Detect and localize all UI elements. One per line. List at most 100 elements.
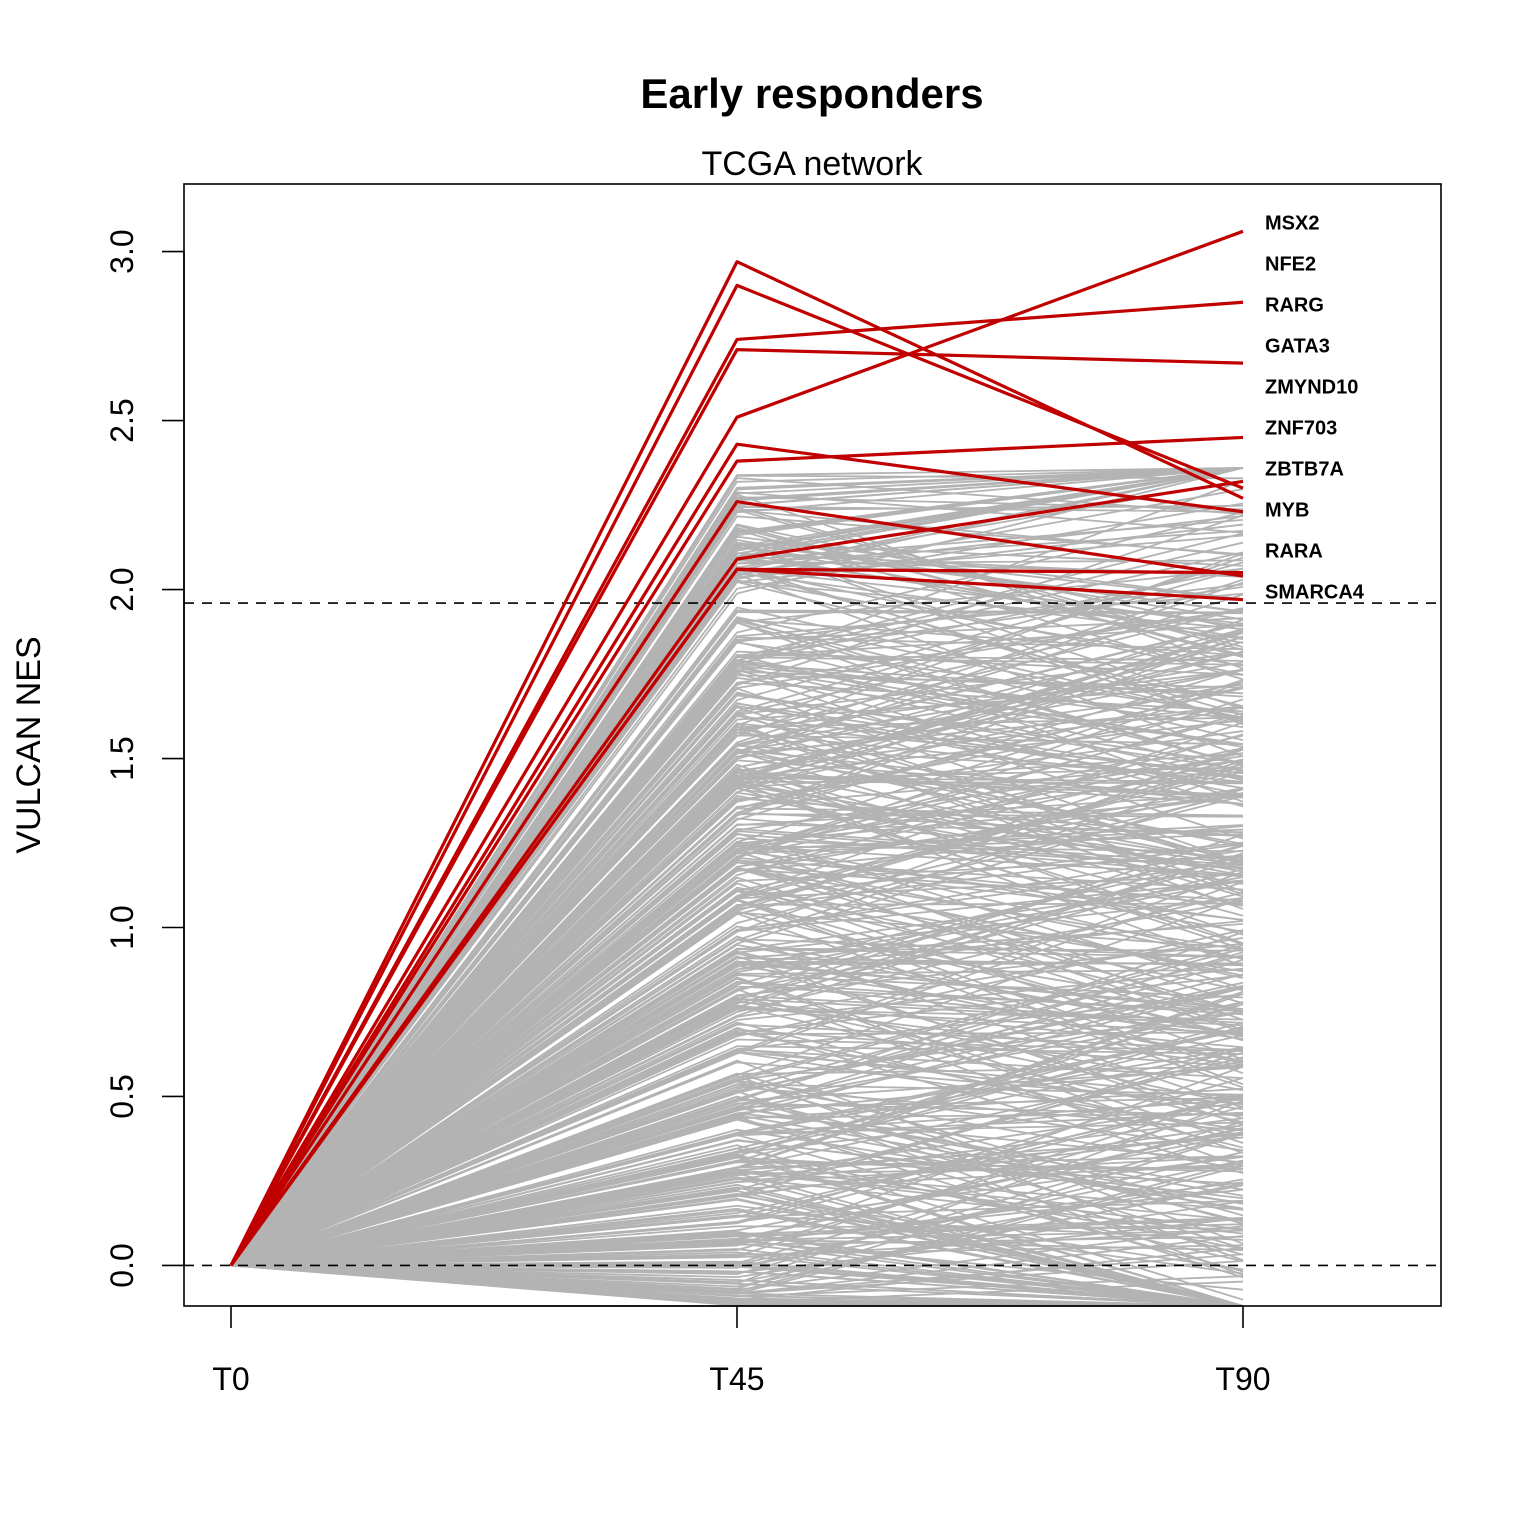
background-line	[230, 722, 1244, 1267]
background-line	[230, 938, 1244, 1267]
background-line	[230, 747, 1244, 1267]
background-line	[230, 1171, 1244, 1267]
background-line	[230, 670, 1244, 1267]
background-line	[230, 1133, 1244, 1267]
background-line	[230, 794, 1244, 1267]
highlight-line	[229, 442, 1244, 1267]
background-line	[230, 981, 1244, 1267]
background-line	[230, 466, 1244, 1266]
x-tick-label: T0	[212, 1361, 249, 1397]
background-line	[230, 502, 1244, 1266]
background-line	[230, 843, 1244, 1267]
highlight-line	[229, 283, 1244, 1267]
background-line	[230, 1128, 1244, 1267]
chart-subtitle: TCGA network	[701, 145, 923, 183]
background-line	[230, 1177, 1244, 1306]
background-line	[230, 1217, 1244, 1274]
gene-label: RARG	[1265, 294, 1324, 316]
background-line	[230, 1155, 1244, 1267]
background-line	[230, 925, 1244, 1267]
background-line	[230, 837, 1244, 1267]
background-line	[230, 900, 1244, 1267]
highlight-line	[229, 300, 1244, 1267]
background-line	[230, 1264, 1244, 1304]
background-line	[230, 1218, 1244, 1267]
y-tick-label: 0.0	[104, 1243, 140, 1287]
background-line	[230, 1214, 1244, 1267]
background-line	[230, 958, 1244, 1267]
background-line	[230, 706, 1244, 1267]
y-tick-label: 1.0	[104, 905, 140, 949]
x-tick-label: T90	[1215, 1361, 1270, 1397]
background-line	[230, 929, 1244, 1267]
background-line	[230, 1239, 1244, 1291]
background-line	[230, 628, 1244, 1267]
background-line	[230, 947, 1244, 1267]
background-line	[230, 1120, 1244, 1267]
background-line	[230, 669, 1244, 1267]
background-line	[230, 1161, 1244, 1293]
gene-label: GATA3	[1265, 335, 1330, 357]
background-line	[230, 744, 1244, 1267]
background-line	[230, 733, 1244, 1267]
background-line	[230, 1264, 1244, 1306]
background-line	[230, 950, 1244, 1267]
highlight-line	[229, 500, 1244, 1267]
background-line	[230, 1111, 1244, 1267]
background-line	[230, 606, 1244, 1266]
gene-label: ZBTB7A	[1265, 458, 1344, 480]
background-line	[230, 1095, 1244, 1267]
background-line	[230, 543, 1244, 1266]
background-line	[230, 607, 1244, 1267]
background-line	[230, 886, 1244, 1267]
background-line	[230, 981, 1244, 1267]
background-line	[230, 811, 1244, 1267]
background-line	[230, 920, 1244, 1267]
x-axis: T0 T45 T90	[212, 1305, 1271, 1397]
y-axis: 0.0 0.5 1.0 1.5 2.0 2.5 3.0	[104, 229, 185, 1288]
background-line	[230, 856, 1244, 1267]
background-line	[230, 1184, 1244, 1284]
reference-lines	[184, 602, 1441, 1267]
background-line	[230, 1064, 1244, 1267]
y-tick-label: 3.0	[104, 229, 140, 273]
background-line	[230, 491, 1244, 1266]
background-line	[230, 532, 1244, 1267]
background-line	[230, 763, 1244, 1267]
gene-label: ZNF703	[1265, 417, 1337, 439]
background-line	[230, 1065, 1244, 1267]
background-line	[230, 692, 1244, 1267]
y-tick-label: 2.5	[104, 398, 140, 442]
background-line	[230, 1192, 1244, 1306]
background-line	[230, 1144, 1244, 1301]
x-tick-label: T45	[709, 1361, 764, 1397]
highlight-line	[229, 229, 1244, 1267]
highlight-line	[229, 435, 1244, 1267]
background-line	[230, 817, 1244, 1267]
background-line	[230, 1011, 1244, 1267]
gene-label: MSX2	[1265, 212, 1319, 234]
y-tick-label: 0.5	[104, 1074, 140, 1118]
background-line	[230, 1151, 1244, 1269]
background-line	[230, 1133, 1244, 1267]
gene-labels: MSX2 NFE2 RARG GATA3 ZMYND10 ZNF703 ZBTB7A MYB R…	[1265, 212, 1365, 603]
background-line	[230, 1083, 1244, 1267]
background-line	[230, 841, 1244, 1267]
background-line	[230, 535, 1244, 1266]
gene-label: RARA	[1265, 540, 1323, 562]
background-line	[230, 687, 1244, 1267]
background-line	[230, 977, 1244, 1267]
background-line	[230, 1198, 1244, 1306]
background-line	[230, 852, 1244, 1267]
y-axis-label: VULCAN NES	[10, 636, 48, 853]
background-line	[230, 581, 1244, 1267]
background-line	[230, 1061, 1244, 1267]
background-line	[230, 996, 1244, 1267]
highlight-line	[229, 567, 1244, 1267]
background-line	[230, 891, 1244, 1267]
background-line	[230, 890, 1244, 1267]
background-line	[230, 854, 1244, 1267]
background-line	[230, 752, 1244, 1267]
highlight-line	[229, 479, 1244, 1267]
gene-label: ZMYND10	[1265, 376, 1358, 398]
